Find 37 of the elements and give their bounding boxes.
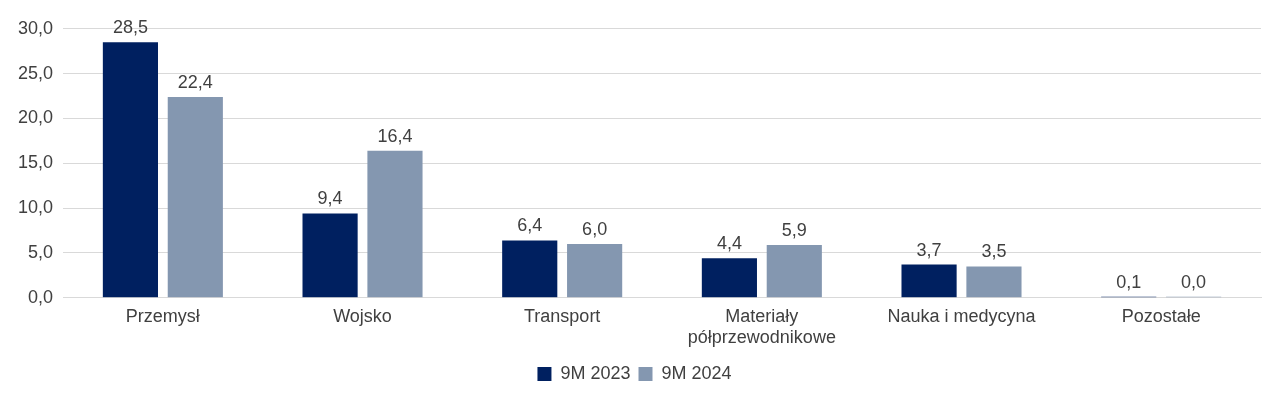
x-tick-label: Materiały półprzewodnikowe: [687, 305, 836, 348]
x-tick-label: Nauka i medycyna: [887, 305, 1037, 326]
y-tick-label: 30,0: [17, 17, 54, 38]
data-label: 0,1: [1116, 271, 1142, 292]
data-label: 3,5: [981, 241, 1007, 262]
data-label: 0,0: [1181, 271, 1207, 292]
x-tick-label: Pozostałe: [1121, 305, 1201, 326]
y-tick-label: 15,0: [17, 152, 54, 173]
x-tick-label: Przemysł: [125, 305, 200, 326]
x-tick-label: Transport: [524, 305, 601, 326]
data-label: 16,4: [377, 125, 413, 146]
data-label: 6,0: [582, 218, 608, 239]
data-label: 4,4: [716, 233, 742, 254]
data-label: 6,4: [517, 215, 543, 236]
legend-label: 9M 2023: [560, 362, 631, 383]
y-tick-label: 0,0: [28, 286, 54, 307]
bar: [966, 266, 1022, 298]
bar: [502, 240, 558, 298]
x-tick-label: Wojsko: [333, 305, 392, 326]
legend-label: 9M 2024: [661, 362, 732, 383]
data-label: 3,7: [916, 239, 942, 260]
y-tick-label: 10,0: [17, 197, 54, 218]
data-label: 9,4: [317, 188, 343, 209]
bar: [167, 96, 223, 298]
data-label: 5,9: [781, 219, 807, 240]
y-tick-label: 20,0: [17, 107, 54, 128]
bar: [367, 150, 423, 298]
y-tick-label: 5,0: [28, 241, 54, 262]
bar: [901, 264, 957, 298]
data-label: 28,5: [112, 17, 148, 38]
bar: [102, 42, 158, 298]
data-label: 22,4: [177, 71, 213, 92]
bar: [302, 213, 358, 298]
bar: [701, 258, 757, 298]
bar: [766, 244, 822, 298]
y-tick-label: 25,0: [17, 62, 54, 83]
bar: [567, 244, 623, 298]
